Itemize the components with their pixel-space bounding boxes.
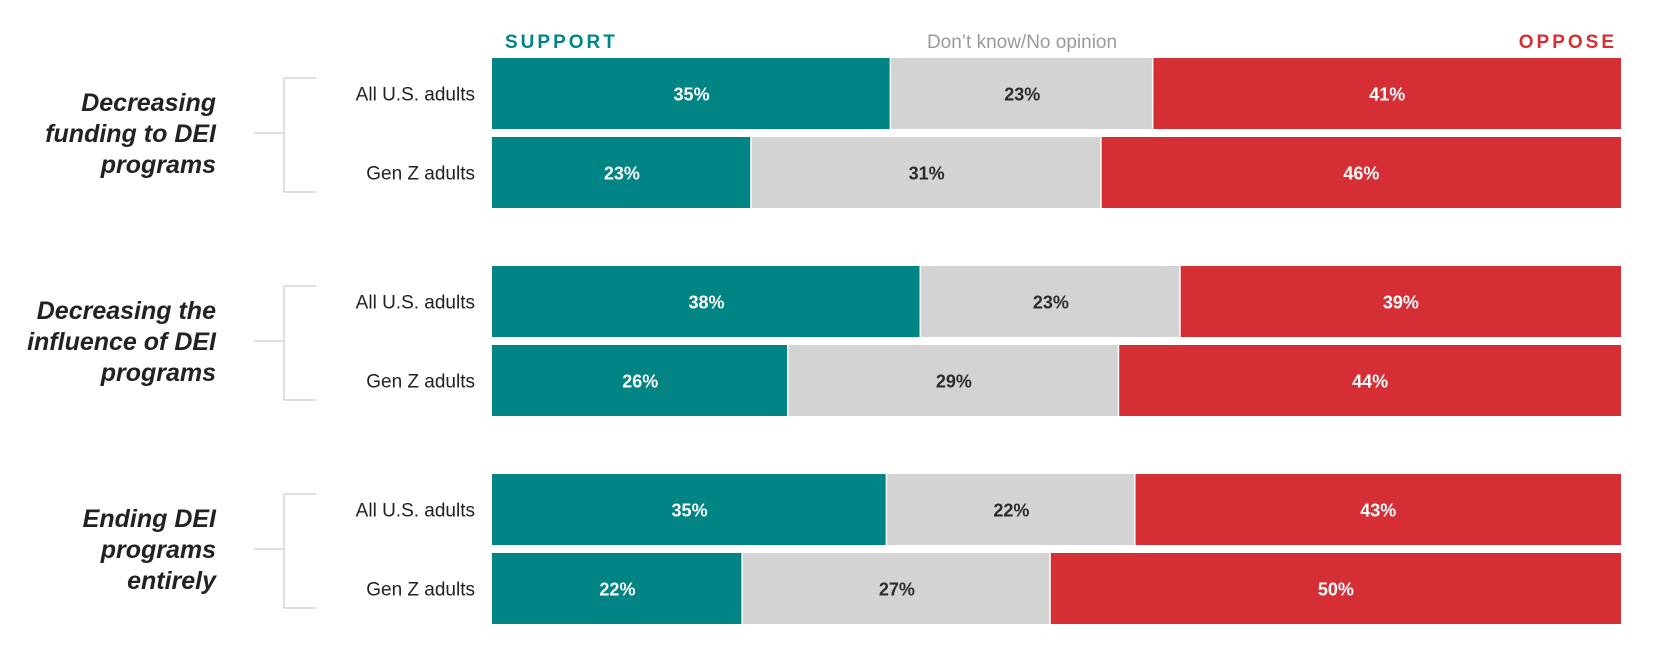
bar-segment-oppose [1180, 266, 1621, 337]
group-label-line: programs [100, 536, 216, 564]
group-bracket [254, 77, 316, 193]
data-label: 31% [909, 164, 945, 184]
bar-row: Gen Z adults 26% 29% 44% [366, 345, 1621, 416]
group-label-line: programs [100, 151, 216, 179]
group-label-line: entirely [127, 567, 217, 595]
group-label-line: Decreasing the [37, 297, 216, 325]
bar-segment-oppose [1101, 137, 1621, 208]
bar-segment-support [492, 266, 920, 337]
row-label: Gen Z adults [366, 164, 475, 185]
group-bracket [254, 285, 316, 401]
data-label: 23% [604, 164, 640, 184]
bar-segment-dont-know [788, 345, 1118, 416]
bar-row: All U.S. adults 35% 23% 41% [356, 58, 1621, 129]
bar-segment-oppose [1135, 474, 1621, 545]
bar-segment-dont-know [742, 553, 1050, 624]
bar-segment-dont-know [887, 474, 1135, 545]
data-label: 23% [1033, 293, 1069, 313]
data-label: 39% [1383, 293, 1419, 313]
legend-dont-know: Don’t know/No opinion [927, 32, 1117, 53]
group-label-line: influence of DEI [27, 328, 217, 356]
data-label: 43% [1360, 501, 1396, 521]
data-label: 22% [599, 580, 635, 600]
question-group: Ending DEI programs entirely All U.S. adult… [83, 474, 1621, 624]
data-label: 44% [1352, 372, 1388, 392]
group-bracket [254, 493, 316, 609]
bar-segment-support [492, 137, 751, 208]
group-label: Decreasing funding to DEI programs [45, 89, 217, 179]
data-label: 26% [622, 372, 658, 392]
bar-row: All U.S. adults 35% 22% 43% [356, 474, 1621, 545]
bar-segment-oppose [1050, 553, 1621, 624]
group-label-line: Ending DEI [83, 505, 217, 533]
bar-segment-support [492, 58, 890, 129]
legend: SUPPORT Don’t know/No opinion OPPOSE [505, 32, 1617, 53]
data-label: 35% [672, 501, 708, 521]
data-label: 23% [1004, 85, 1040, 105]
group-label: Ending DEI programs entirely [83, 505, 217, 595]
bar-segment-dont-know [751, 137, 1101, 208]
group-label-line: Decreasing [81, 89, 216, 117]
data-label: 41% [1369, 85, 1405, 105]
question-group: Decreasing funding to DEI programs All U.S.… [45, 58, 1621, 208]
data-label: 27% [879, 580, 915, 600]
data-label: 29% [936, 372, 972, 392]
bar-segment-dont-know [891, 58, 1152, 129]
bar-segment-support [492, 474, 886, 545]
bar-row: Gen Z adults 22% 27% 50% [366, 553, 1621, 624]
bar-row: All U.S. adults 38% 23% 39% [356, 266, 1621, 337]
data-label: 35% [674, 85, 710, 105]
row-label: All U.S. adults [356, 85, 475, 106]
data-label: 50% [1318, 580, 1354, 600]
row-label: Gen Z adults [366, 580, 475, 601]
bar-segment-dont-know [921, 266, 1180, 337]
row-label: All U.S. adults [356, 293, 475, 314]
legend-oppose: OPPOSE [1519, 32, 1617, 53]
group-label-line: programs [100, 359, 216, 387]
bar-row: Gen Z adults 23% 31% 46% [366, 137, 1621, 208]
row-label: Gen Z adults [366, 372, 475, 393]
data-label: 46% [1343, 164, 1379, 184]
group-label-line: funding to DEI [45, 120, 217, 148]
data-label: 22% [993, 501, 1029, 521]
bar-segment-support [492, 345, 788, 416]
bar-segment-oppose [1153, 58, 1621, 129]
question-groups: Decreasing funding to DEI programs All U.S.… [27, 58, 1621, 624]
bar-segment-oppose [1119, 345, 1621, 416]
question-group: Decreasing the influence of DEI programs Al… [27, 266, 1621, 416]
bar-segment-support [492, 553, 742, 624]
data-label: 38% [688, 293, 724, 313]
group-label: Decreasing the influence of DEI programs [27, 297, 217, 387]
row-label: All U.S. adults [356, 501, 475, 522]
legend-support: SUPPORT [505, 32, 618, 53]
